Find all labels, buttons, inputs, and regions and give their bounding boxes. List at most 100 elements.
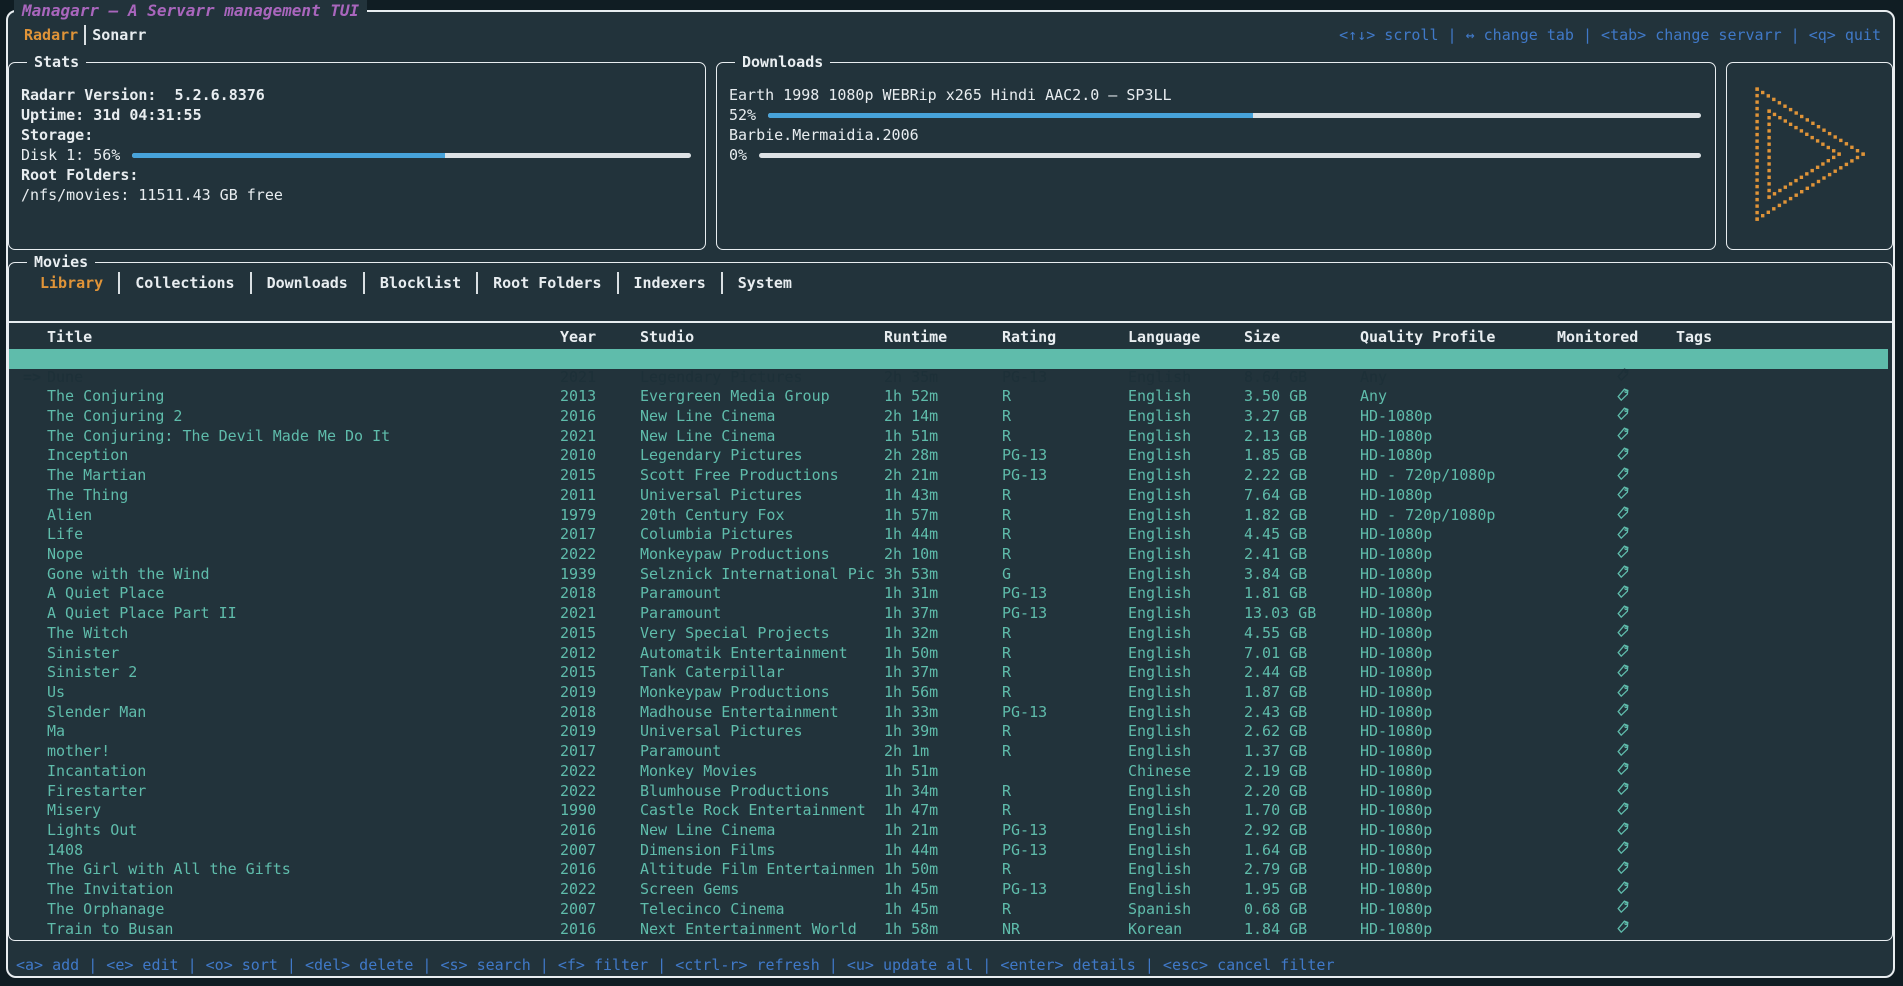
table-row[interactable]: Us 2019 Monkeypaw Productions 1h 56m R E…: [9, 665, 1888, 701]
cell-studio: Castle Rock Entertainment: [640, 801, 866, 820]
table-row[interactable]: The Witch 2015 Very Special Projects 1h …: [9, 605, 1888, 642]
cell-year: 2015: [560, 466, 597, 485]
cell-monitored: [1557, 743, 1676, 798]
cell-studio: Telecinco Cinema: [640, 899, 785, 918]
table-row[interactable]: Inception 2010 Legendary Pictures 2h 28m…: [9, 428, 1888, 464]
monitored-tag-icon: [1617, 486, 1629, 500]
cell-year: 2022: [560, 761, 597, 780]
monitored-tag-icon: [1617, 644, 1629, 658]
table-row[interactable]: Lights Out 2016 New Line Cinema 1h 21m P…: [9, 803, 1888, 839]
table-row[interactable]: Train to Busan 2016 Next Entertainment W…: [9, 901, 1888, 938]
cell-language: Spanish: [1128, 899, 1192, 918]
table-row[interactable]: Life 2017 Columbia Pictures 1h 44m R Eng…: [9, 507, 1888, 543]
cell-studio: Altitude Film Entertainmen: [640, 860, 875, 879]
cell-title: Life: [47, 525, 84, 544]
table-row[interactable]: The Thing 2011 Universal Pictures 1h 43m…: [9, 467, 1888, 504]
movie-table: => Dune 2021 Legendary Pictures 2h 35m P…: [9, 349, 1888, 938]
cell-rating: R: [1002, 505, 1012, 524]
table-row[interactable]: The Conjuring 2 2016 New Line Cinema 2h …: [9, 388, 1888, 425]
tab-separator: [476, 272, 479, 294]
cell-size: 3.50 GB: [1244, 387, 1308, 406]
column-header-year: Year: [560, 328, 597, 346]
table-row[interactable]: Sinister 2 2015 Tank Caterpillar 1h 37m …: [9, 645, 1888, 681]
table-row[interactable]: Firestarter 2022 Blumhouse Productions 1…: [9, 763, 1888, 800]
monitored-tag-icon: [1617, 368, 1629, 382]
cell-title: Gone with the Wind: [47, 564, 210, 583]
cell-monitored: [1557, 625, 1676, 680]
monitored-tag-icon: [1617, 565, 1629, 579]
table-row[interactable]: Incantation 2022 Monkey Movies 1h 51m Ch…: [9, 743, 1888, 780]
table-row[interactable]: Alien 1979 20th Century Fox 1h 57m R Eng…: [9, 487, 1888, 524]
cell-studio: New Line Cinema: [640, 426, 776, 445]
cell-rating: R: [1002, 663, 1012, 682]
cell-size: 2.79 GB: [1244, 860, 1308, 879]
cell-rating: R: [1002, 801, 1012, 820]
cell-monitored: [1557, 566, 1676, 621]
tab-separator: [616, 272, 619, 294]
downloads-panel-title: Downloads: [735, 52, 831, 72]
cell-studio: Scott Free Productions: [640, 466, 839, 485]
column-header-title: Title: [47, 328, 93, 346]
cell-studio: Tank Caterpillar: [640, 663, 785, 682]
table-row[interactable]: Slender Man 2018 Madhouse Entertainment …: [9, 684, 1888, 721]
table-row[interactable]: The Martian 2015 Scott Free Productions …: [9, 448, 1888, 484]
cell-rating: R: [1002, 387, 1012, 406]
cell-studio: Automatik Entertainment: [640, 643, 848, 662]
movies-tab-downloads[interactable]: Downloads: [266, 274, 348, 292]
table-row[interactable]: The Girl with All the Gifts 2016 Altitud…: [9, 842, 1888, 878]
cell-size: 1.82 GB: [1244, 505, 1308, 524]
table-row[interactable]: Nope 2022 Monkeypaw Productions 2h 10m R…: [9, 526, 1888, 563]
table-row[interactable]: mother! 2017 Paramount 2h 1m R English 1…: [9, 724, 1888, 760]
cell-year: 2017: [560, 525, 597, 544]
cell-language: English: [1128, 446, 1192, 465]
column-header-runtime: Runtime: [884, 328, 948, 346]
table-row[interactable]: The Orphanage 2007 Telecinco Cinema 1h 4…: [9, 881, 1888, 918]
cell-size: 3.27 GB: [1244, 406, 1308, 425]
movies-tab-library[interactable]: Library: [40, 274, 104, 292]
table-row[interactable]: => Dune 2021 Legendary Pictures 2h 35m P…: [9, 349, 1888, 386]
monitored-tag-icon: [1617, 506, 1629, 520]
cell-rating: R: [1002, 860, 1012, 879]
movies-tab-blocklist[interactable]: Blocklist: [379, 274, 462, 292]
managarr-play-logo-icon: [1755, 87, 1865, 221]
cell-quality-profile: HD - 720p/1080p: [1360, 505, 1496, 524]
table-row[interactable]: 1408 2007 Dimension Films 1h 44m PG-13 E…: [9, 822, 1888, 859]
servarr-tab-radarr[interactable]: Radarr: [24, 26, 79, 44]
cell-year: 2019: [560, 683, 597, 701]
cell-language: English: [1128, 367, 1192, 386]
table-row[interactable]: Gone with the Wind 1939 Selznick Interna…: [9, 546, 1888, 583]
movies-tab-system[interactable]: System: [737, 274, 792, 292]
cell-studio: Legendary Pictures: [640, 446, 803, 465]
cell-year: 2022: [560, 880, 597, 899]
monitored-tag-icon: [1617, 447, 1629, 461]
cell-runtime: 2h 28m: [884, 446, 939, 465]
tab-separator: [362, 272, 365, 294]
movies-tab-root-folders[interactable]: Root Folders: [493, 274, 602, 292]
table-row[interactable]: The Conjuring: The Devil Made Me Do It 2…: [9, 408, 1888, 445]
table-row[interactable]: Misery 1990 Castle Rock Entertainment 1h…: [9, 783, 1888, 819]
servarr-tab-bar: Radarr Sonarr: [18, 24, 152, 46]
cell-quality-profile: Any: [1360, 387, 1388, 406]
cell-studio: Evergreen Media Group: [640, 387, 830, 406]
cell-runtime: 1h 32m: [884, 623, 939, 642]
table-row[interactable]: The Invitation 2022 Screen Gems 1h 45m P…: [9, 862, 1888, 898]
cell-language: English: [1128, 584, 1192, 603]
cell-title: Train to Busan: [47, 919, 174, 938]
table-row[interactable]: The Conjuring 2013 Evergreen Media Group…: [9, 369, 1888, 405]
cell-language: English: [1128, 406, 1192, 425]
table-row[interactable]: Sinister 2012 Automatik Entertainment 1h…: [9, 625, 1888, 662]
movies-tab-collections[interactable]: Collections: [135, 274, 235, 292]
cell-language: English: [1128, 564, 1192, 583]
monitored-tag-icon: [1617, 427, 1629, 441]
servarr-tab-sonarr[interactable]: Sonarr: [92, 26, 147, 44]
table-row[interactable]: A Quiet Place 2018 Paramount 1h 31m PG-1…: [9, 566, 1888, 602]
table-row[interactable]: A Quiet Place Part II 2021 Paramount 1h …: [9, 586, 1888, 622]
cell-quality-profile: HD-1080p: [1360, 801, 1433, 820]
cell-size: 2.62 GB: [1244, 722, 1308, 741]
cell-title: Lights Out: [47, 821, 138, 840]
download-item-name: Barbie.Mermaidia.2006: [729, 126, 919, 144]
table-row[interactable]: Ma 2019 Universal Pictures 1h 39m R Engl…: [9, 704, 1888, 740]
movies-tab-indexers[interactable]: Indexers: [633, 274, 706, 292]
cell-size: 7.64 GB: [1244, 485, 1308, 504]
cell-runtime: 1h 33m: [884, 702, 939, 721]
